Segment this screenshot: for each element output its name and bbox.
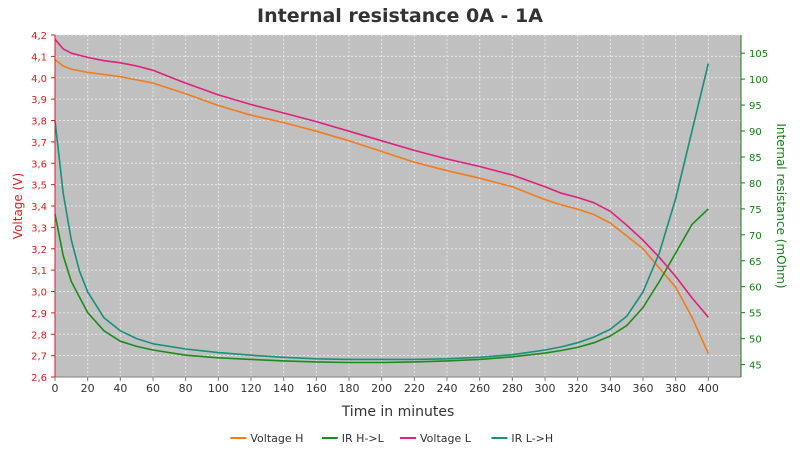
x-tick-label: 160 [306,382,327,395]
grid-lines [54,34,741,378]
left-tick-label: 3,9 [31,95,47,106]
x-tick-label: 240 [437,382,458,395]
right-tick-label: 100 [749,75,768,86]
right-tick-label: 60 [749,283,762,294]
left-tick-label: 3,1 [31,266,47,277]
legend-item: Voltage H [230,432,303,445]
left-tick-label: 3,0 [31,288,47,299]
legend-item: Voltage L [400,432,472,445]
right-tick-label: 70 [749,231,762,242]
x-tick-label: 360 [633,382,654,395]
x-tick-label: 0 [52,382,59,395]
x-tick-label: 140 [273,382,294,395]
left-tick-label: 2,7 [31,352,47,363]
right-tick-label: 80 [749,179,762,190]
x-tick-label: 220 [404,382,425,395]
left-tick-label: 4,1 [31,52,47,63]
x-axis-ticks: 0 20 40 60 80 100 120 140 160 180 200 220 240 260 280 3… [52,377,719,395]
legend-label: IR H->L [342,432,385,445]
x-tick-label: 380 [665,382,686,395]
x-tick-label: 80 [179,382,193,395]
right-tick-label: 105 [749,49,768,60]
plot-area [55,35,741,377]
x-tick-label: 340 [600,382,621,395]
right-tick-label: 55 [749,309,762,320]
left-tick-label: 3,3 [31,223,47,234]
right-tick-label: 90 [749,127,762,138]
right-tick-label: 50 [749,335,762,346]
x-tick-label: 180 [339,382,360,395]
x-tick-label: 400 [698,382,719,395]
left-tick-label: 3,8 [31,117,47,128]
left-tick-label: 3,7 [31,138,47,149]
left-tick-label: 3,5 [31,181,47,192]
chart-title: Internal resistance 0A - 1A [257,5,543,27]
x-axis-label: Time in minutes [341,404,455,420]
right-tick-label: 65 [749,257,762,268]
x-tick-label: 300 [535,382,556,395]
legend-label: IR L->H [511,432,553,445]
series-line-voltage-l [54,38,709,318]
left-tick-label: 2,6 [31,373,47,384]
x-tick-label: 20 [81,382,95,395]
x-tick-label: 100 [208,382,229,395]
right-axis-ticks: 45 50 55 60 65 70 75 80 85 90 95 100 105 [741,49,768,372]
right-tick-label: 75 [749,205,762,216]
x-tick-label: 60 [146,382,160,395]
x-tick-label: 260 [469,382,490,395]
right-tick-label: 85 [749,153,762,164]
left-tick-label: 4,2 [31,31,47,42]
left-tick-label: 4,0 [31,74,47,85]
x-tick-label: 40 [113,382,127,395]
left-tick-label: 3,6 [31,159,47,170]
right-axis-label: Internal resistance (mOhm) [774,123,788,288]
x-tick-label: 280 [502,382,523,395]
left-axis-ticks: 2,6 2,7 2,8 2,9 3,0 3,1 3,2 3,3 3,4 3,5 3,6 3,7 3,8 3… [31,31,55,384]
left-axis-label: Voltage (V) [11,173,25,239]
left-tick-label: 3,4 [31,202,47,213]
series-lines [54,38,710,364]
series-line-ir-h-l [54,208,709,364]
right-tick-label: 45 [749,361,762,372]
left-tick-label: 3,2 [31,245,47,256]
left-tick-label: 2,8 [31,330,47,341]
x-tick-label: 200 [371,382,392,395]
series-line-ir-l-h [54,63,710,361]
legend-item: IR H->L [321,432,385,445]
legend: Voltage H IR H->L Voltage L IR L->H [230,432,553,445]
x-tick-label: 120 [241,382,262,395]
legend-label: Voltage H [250,432,303,445]
x-tick-label: 320 [567,382,588,395]
legend-label: Voltage L [420,432,472,445]
left-tick-label: 2,9 [31,309,47,320]
series-line-voltage-h [54,58,710,354]
legend-item: IR L->H [491,432,553,445]
right-tick-label: 95 [749,101,762,112]
